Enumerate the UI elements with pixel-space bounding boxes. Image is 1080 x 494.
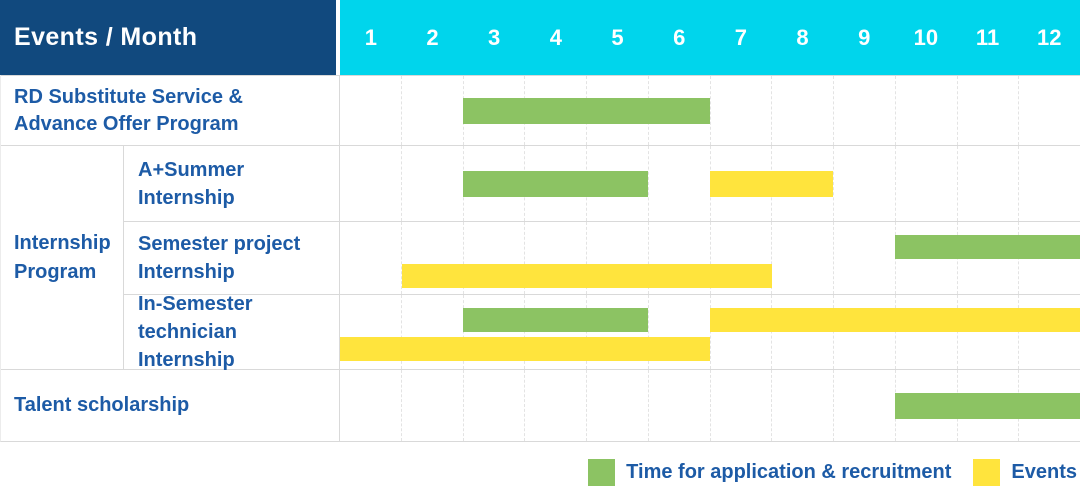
month-grid-column — [709, 295, 772, 369]
month-grid-column — [709, 146, 772, 221]
legend: Time for application & recruitment Event… — [0, 459, 1080, 486]
table-header: Events / Month 1 2 3 4 5 6 7 8 9 10 11 12 — [0, 0, 1080, 75]
application-bar — [463, 97, 710, 124]
month-grid-column — [709, 222, 772, 294]
month-grid-column — [524, 295, 586, 369]
event-bar — [710, 170, 834, 197]
header-title: Events / Month — [0, 0, 336, 75]
month-label: 8 — [796, 24, 809, 50]
row-label-semester-project: Semester project Internship — [124, 222, 340, 294]
month-grid-column — [524, 222, 586, 294]
month-grid-column — [1018, 146, 1080, 221]
application-bar — [463, 308, 649, 332]
month-grid-column — [894, 146, 957, 221]
month-label: 4 — [549, 24, 562, 50]
month-grid-column — [340, 370, 401, 441]
month-grid-column — [894, 295, 957, 369]
row-label-talent-scholarship: Talent scholarship — [1, 370, 340, 441]
legend-label: Events — [1011, 461, 1077, 483]
month-grid-column — [647, 295, 710, 369]
table-body: RD Substitute Service & Advance Offer Pr… — [0, 75, 1080, 442]
month-grid-column — [956, 76, 1019, 145]
month-grid-column — [771, 295, 833, 369]
month-grid-column — [833, 370, 895, 441]
month-header-row: 1 2 3 4 5 6 7 8 9 10 11 12 — [340, 0, 1080, 75]
month-label: 1 — [364, 24, 377, 50]
month-grid-column — [894, 76, 957, 145]
legend-item-events: Events — [973, 459, 1077, 486]
table-row: In-Semester technician Internship — [124, 293, 1080, 371]
month-grid-column — [400, 370, 463, 441]
header-divider — [336, 0, 340, 75]
chart-row — [340, 370, 1080, 441]
month-grid-column — [586, 370, 648, 441]
table-row: Talent scholarship — [1, 369, 1080, 441]
internship-sub-rows: A+Summer Internship Semester project Int… — [124, 146, 1080, 371]
month-grid-column — [400, 76, 463, 145]
event-bar — [710, 308, 1080, 332]
month-grid-column — [709, 370, 772, 441]
row-label-in-semester: In-Semester technician Internship — [124, 293, 340, 371]
event-bar — [340, 337, 710, 361]
month-grid-column — [340, 222, 401, 294]
month-grid-column — [400, 146, 463, 221]
month-grid-column — [771, 76, 833, 145]
chart-row — [340, 295, 1080, 369]
month-grid-column — [709, 76, 772, 145]
month-grid-column — [956, 146, 1019, 221]
month-grid-column — [524, 370, 586, 441]
table-row: Semester project Internship — [124, 221, 1080, 294]
month-label: 11 — [975, 24, 1000, 50]
group-label-internship-program: Internship Program — [1, 146, 124, 369]
chart-row — [340, 76, 1080, 145]
month-grid-column — [771, 370, 833, 441]
month-grid-column — [400, 295, 463, 369]
month-grid-column — [833, 76, 895, 145]
chart-row — [340, 222, 1080, 294]
internship-program-group: Internship Program A+Summer Internship S… — [1, 145, 1080, 371]
month-label: 3 — [488, 24, 501, 50]
month-label: 6 — [673, 24, 686, 50]
month-grid-column — [462, 370, 525, 441]
table-row: RD Substitute Service & Advance Offer Pr… — [1, 75, 1080, 145]
month-grid-column — [833, 146, 895, 221]
month-grid-column — [771, 222, 833, 294]
month-label: 5 — [611, 24, 624, 50]
legend-item-application: Time for application & recruitment — [588, 459, 951, 486]
month-grid-column — [462, 76, 525, 145]
legend-label: Time for application & recruitment — [626, 461, 952, 483]
month-grid-column — [833, 295, 895, 369]
month-grid-column — [1018, 76, 1080, 145]
month-grid-column — [586, 295, 648, 369]
month-grid-column — [647, 370, 710, 441]
month-label: 9 — [858, 24, 871, 50]
month-grid-column — [400, 222, 463, 294]
month-grid-column — [462, 295, 525, 369]
month-label: 2 — [426, 24, 439, 50]
month-grid-column — [956, 295, 1019, 369]
month-label: 7 — [734, 24, 747, 50]
month-grid-column — [586, 222, 648, 294]
month-grid-column — [462, 222, 525, 294]
month-label: 12 — [1036, 24, 1062, 50]
chart-row — [340, 146, 1080, 221]
row-label-a-summer: A+Summer Internship — [124, 146, 340, 221]
application-bar — [895, 392, 1080, 419]
month-grid-column — [833, 222, 895, 294]
event-bar — [401, 264, 772, 288]
month-grid-column — [1018, 295, 1080, 369]
month-grid-column — [647, 222, 710, 294]
application-bar — [463, 170, 649, 197]
row-label-rd-substitute: RD Substitute Service & Advance Offer Pr… — [1, 76, 340, 145]
month-grid-column — [647, 146, 710, 221]
application-color-swatch — [588, 459, 616, 486]
application-bar — [895, 235, 1080, 259]
month-grid-column — [340, 146, 401, 221]
table-row: A+Summer Internship — [124, 146, 1080, 221]
month-grid-column — [462, 146, 525, 221]
month-grid-column — [340, 76, 401, 145]
event-color-swatch — [973, 459, 1001, 486]
month-label: 10 — [913, 24, 939, 50]
